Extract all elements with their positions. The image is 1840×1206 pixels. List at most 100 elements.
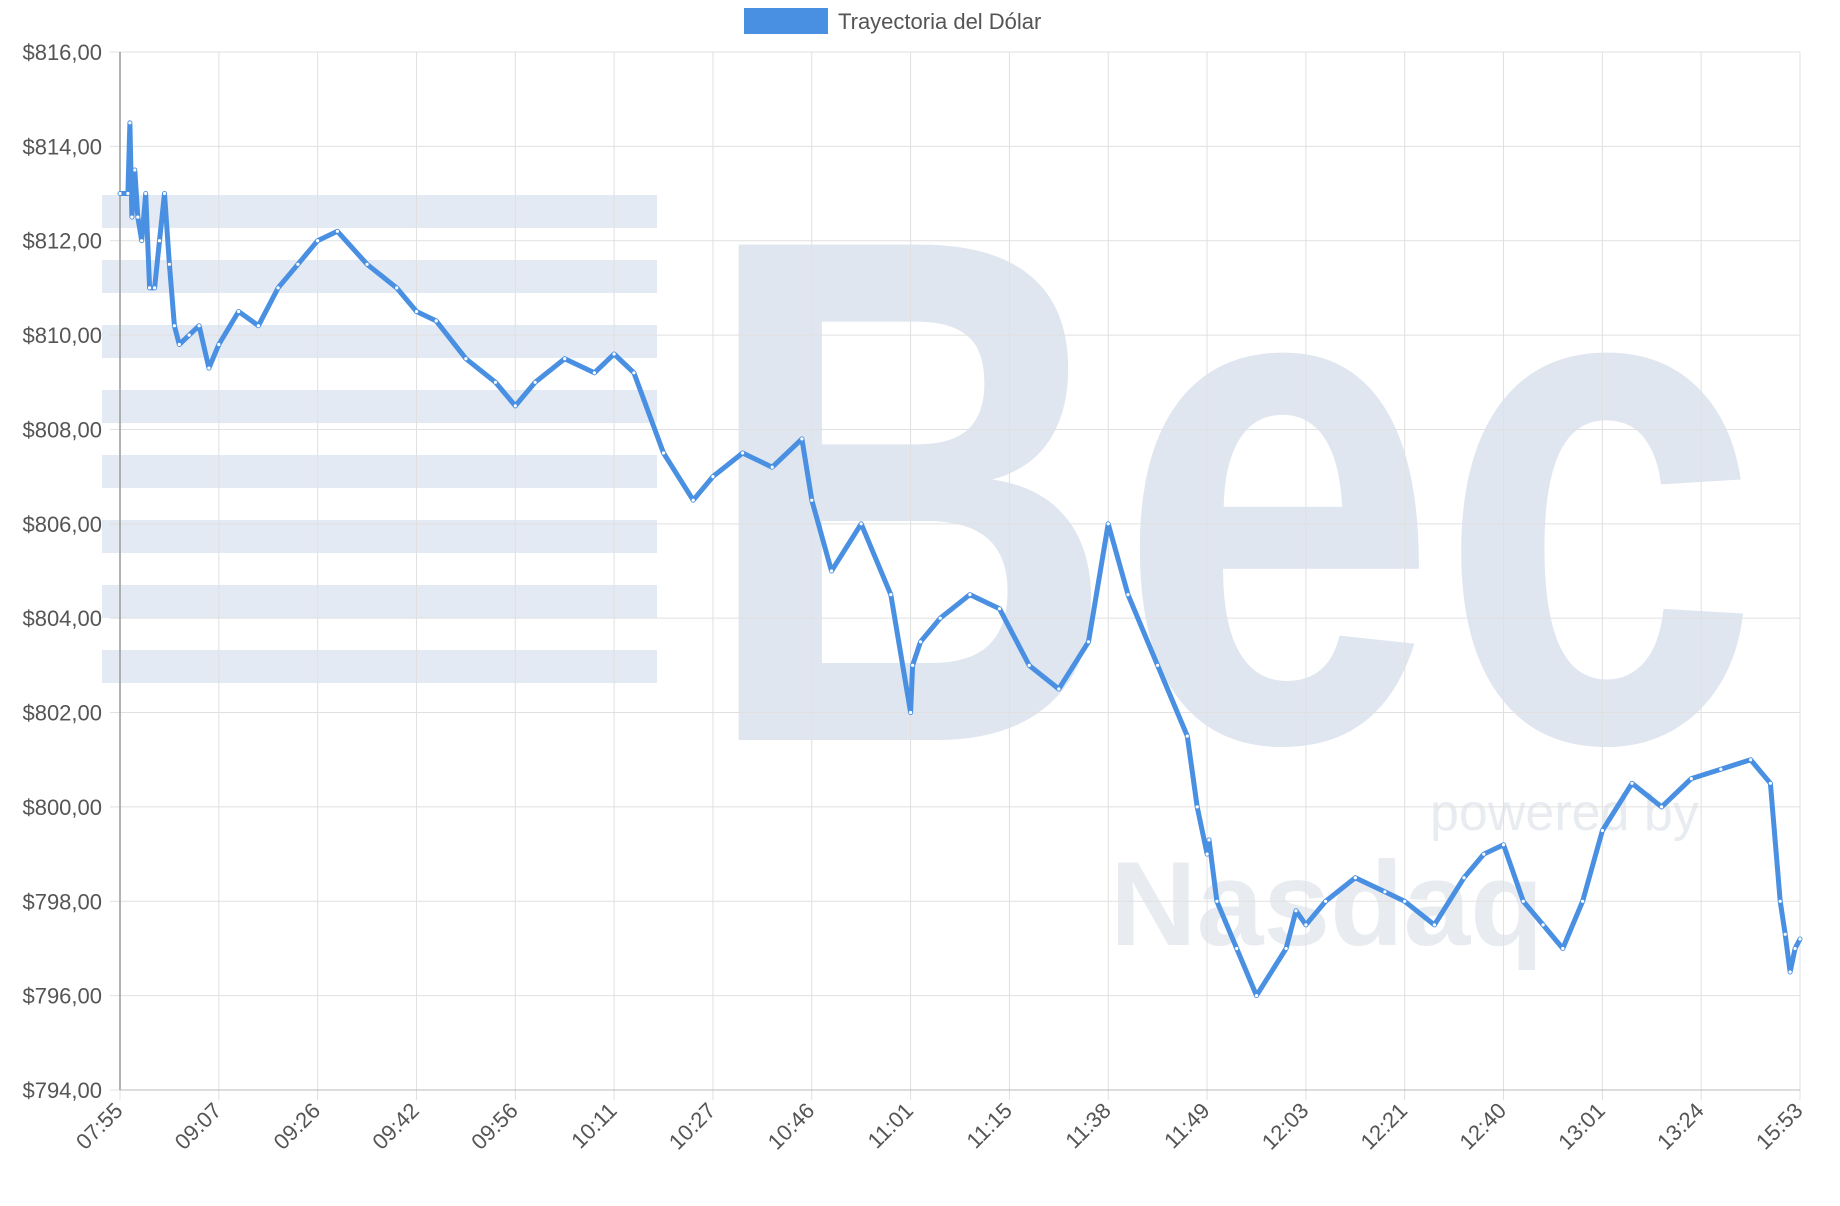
data-point: [493, 380, 498, 384]
data-point: [1086, 640, 1091, 644]
data-point: [365, 262, 369, 266]
data-point: [909, 710, 913, 715]
data-point: [1195, 805, 1199, 809]
data-point: [1254, 994, 1259, 998]
data-point: [464, 357, 468, 361]
y-tick-label: $816,00: [22, 40, 102, 65]
x-tick-label: 11:49: [1159, 1098, 1214, 1153]
chart-legend[interactable]: Trayectoria del Dólar: [744, 8, 1041, 34]
data-point: [395, 286, 399, 290]
data-point: [1689, 777, 1693, 781]
x-tick-label: 09:42: [367, 1098, 424, 1155]
data-point: [810, 498, 814, 502]
data-point: [207, 366, 211, 370]
data-point: [128, 121, 132, 125]
data-point: [1778, 899, 1782, 903]
data-point: [1185, 734, 1189, 738]
y-tick-label: $800,00: [22, 795, 102, 820]
y-tick-label: $806,00: [22, 512, 102, 537]
x-tick-label: 09:56: [466, 1098, 523, 1155]
data-point: [1126, 593, 1130, 597]
data-point: [237, 309, 241, 314]
data-point: [513, 404, 517, 408]
data-point: [1403, 899, 1407, 903]
data-point: [316, 239, 320, 243]
data-point: [197, 324, 201, 328]
x-tick-label: 09:26: [269, 1098, 326, 1155]
data-point: [859, 522, 863, 526]
data-point: [1581, 899, 1585, 903]
data-point: [256, 324, 260, 328]
legend-swatch: [744, 8, 828, 34]
data-point: [1788, 970, 1792, 974]
data-point: [1106, 522, 1110, 526]
data-point: [938, 616, 942, 620]
data-point: [1630, 781, 1634, 785]
x-tick-label: 07:55: [71, 1098, 128, 1155]
data-point: [1462, 876, 1466, 880]
data-point: [1432, 923, 1436, 927]
data-point: [157, 239, 162, 243]
data-point: [612, 352, 616, 356]
y-tick-label: $814,00: [22, 134, 102, 159]
y-tick-label: $802,00: [22, 701, 102, 726]
data-point: [172, 324, 176, 328]
bec-stripes-emblem: [102, 195, 657, 683]
data-point: [1383, 890, 1387, 894]
x-tick-label: 15:53: [1751, 1098, 1808, 1155]
data-point: [563, 357, 567, 361]
data-point: [711, 475, 715, 479]
data-point: [918, 640, 923, 644]
y-tick-label: $810,00: [22, 323, 102, 348]
data-point: [126, 191, 130, 196]
data-point: [911, 663, 915, 668]
data-point: [1207, 838, 1211, 842]
data-point: [1215, 899, 1219, 903]
x-tick-label: 13:24: [1652, 1098, 1709, 1155]
data-point: [691, 498, 695, 502]
bec-watermark-logo: Bec powered by Nasdaq: [102, 88, 1760, 971]
x-tick-label: 10:27: [664, 1098, 721, 1155]
data-point: [1294, 909, 1298, 913]
data-point: [276, 286, 280, 290]
data-point: [335, 229, 339, 233]
data-point: [1156, 663, 1160, 668]
y-tick-label: $794,00: [22, 1078, 102, 1103]
data-point: [1501, 843, 1506, 847]
data-point: [133, 168, 137, 172]
legend-label: Trayectoria del Dólar: [838, 9, 1041, 34]
data-point: [889, 593, 893, 597]
data-point: [296, 262, 300, 266]
series-trayectoria-del-dolar: [117, 120, 1803, 999]
data-point: [997, 607, 1002, 611]
x-tick-label: 10:46: [763, 1098, 820, 1155]
data-point: [140, 239, 144, 243]
data-point: [770, 465, 774, 469]
data-point: [136, 215, 140, 219]
data-point: [187, 333, 191, 337]
data-point: [1719, 767, 1723, 771]
data-point: [829, 569, 834, 573]
y-tick-label: $798,00: [22, 889, 102, 914]
data-point: [1793, 946, 1797, 951]
chart-axes: [110, 51, 1800, 1091]
data-point: [800, 437, 804, 441]
y-tick-label: $796,00: [22, 984, 102, 1009]
data-point: [1541, 923, 1545, 927]
data-point: [1304, 923, 1308, 927]
data-point: [1027, 663, 1031, 668]
data-point: [1205, 852, 1209, 856]
data-point: [1749, 758, 1753, 762]
data-point: [1660, 805, 1664, 809]
data-point: [1798, 937, 1802, 941]
y-axis-tick-labels: $816,00 $814,00 $812,00 $810,00 $808,00 $806,…: [22, 40, 102, 1103]
data-point: [434, 319, 438, 323]
data-point: [533, 380, 537, 384]
x-tick-label: 11:01: [863, 1098, 918, 1153]
data-point: [118, 191, 122, 196]
x-tick-label: 10:11: [566, 1098, 621, 1153]
data-point: [148, 286, 152, 290]
x-tick-label: 11:38: [1060, 1098, 1115, 1153]
chart-grid: [119, 51, 1801, 1100]
data-point: [167, 262, 171, 266]
